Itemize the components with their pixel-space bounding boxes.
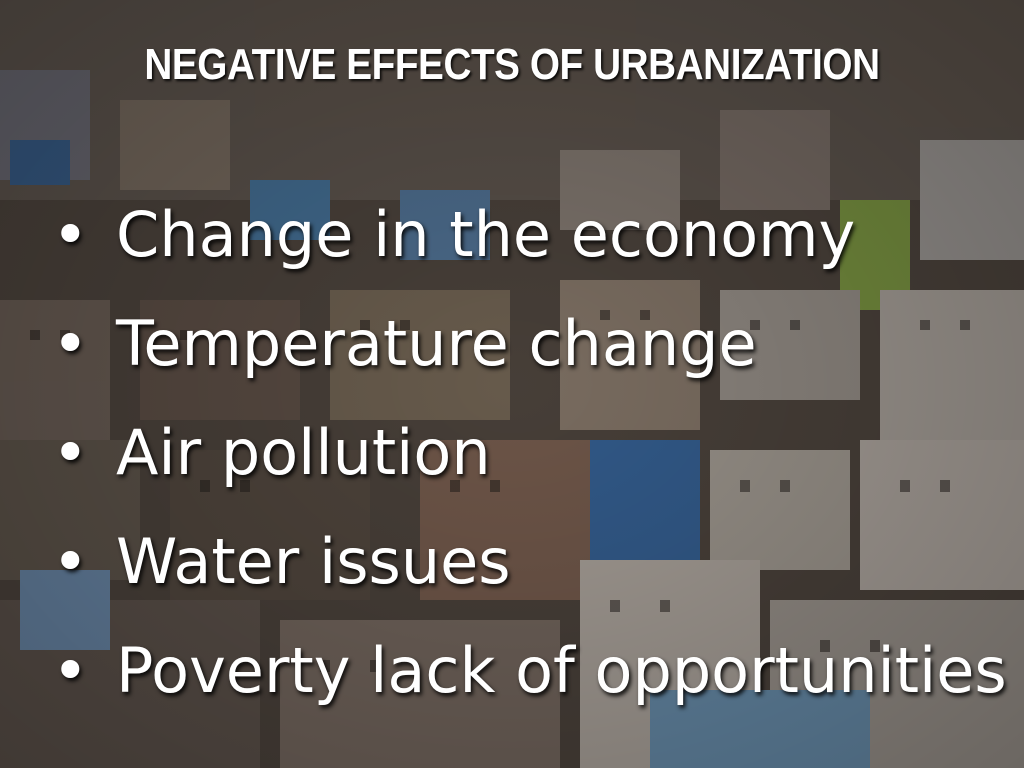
bullet-dot: • bbox=[52, 416, 89, 489]
bullet-text: Change in the economy bbox=[116, 198, 856, 271]
bullet-item: • Temperature change bbox=[52, 307, 1007, 416]
bullet-text: Water issues bbox=[116, 525, 511, 598]
bullet-text: Air pollution bbox=[116, 416, 491, 489]
bullet-dot: • bbox=[52, 198, 89, 271]
bullet-list: • Change in the economy • Temperature ch… bbox=[52, 198, 1007, 743]
bullet-item: • Change in the economy bbox=[52, 198, 1007, 307]
bullet-dot: • bbox=[52, 634, 89, 707]
bullet-item: • Air pollution bbox=[52, 416, 1007, 525]
bullet-item: • Poverty lack of opportunities bbox=[52, 634, 1007, 743]
bullet-item: • Water issues bbox=[52, 525, 1007, 634]
bullet-dot: • bbox=[52, 307, 89, 380]
bullet-text: Temperature change bbox=[116, 307, 757, 380]
bullet-dot: • bbox=[52, 525, 89, 598]
bullet-text: Poverty lack of opportunities bbox=[116, 634, 1007, 707]
slide-title: NEGATIVE EFFECTS OF URBANIZATION bbox=[144, 40, 880, 89]
